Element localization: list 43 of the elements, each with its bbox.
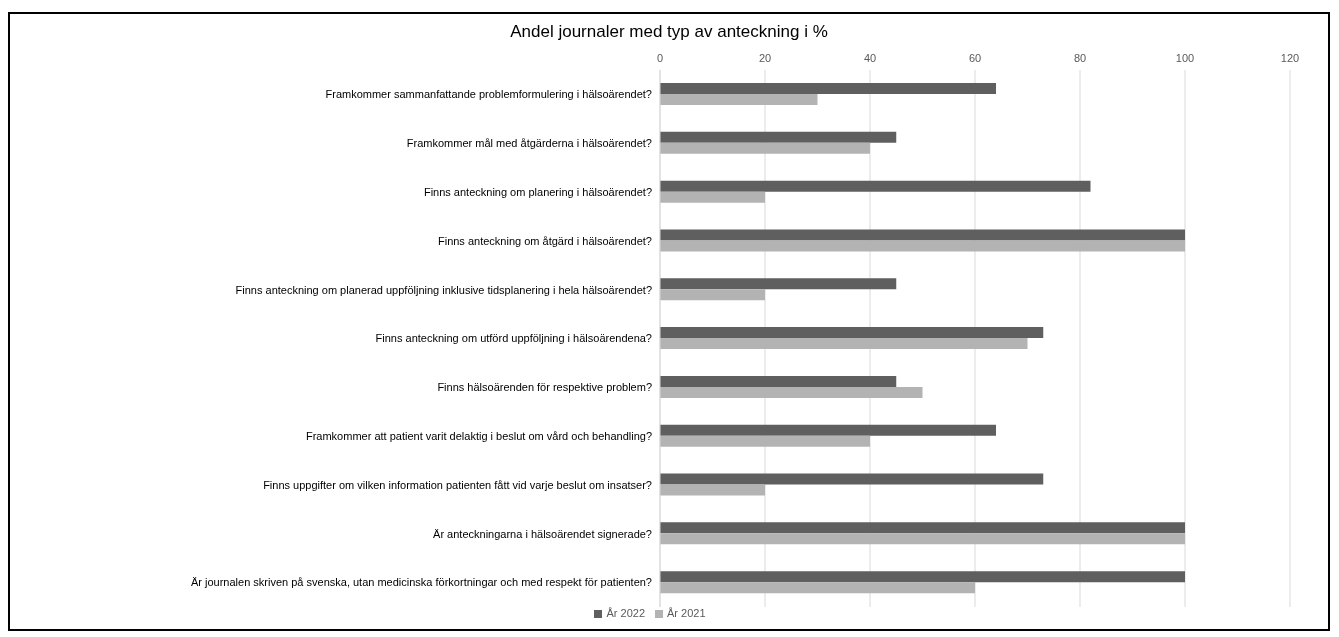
bar <box>660 375 897 387</box>
bar <box>660 131 897 143</box>
bar <box>660 424 996 436</box>
x-tick-label: 40 <box>863 52 877 64</box>
y-tick-label: Finns anteckning om planerad uppföljning inklusive tidsplanering i hela hälsoärendet? <box>235 283 652 296</box>
bar <box>660 229 1185 241</box>
bar <box>660 83 996 94</box>
x-tick-label: 60 <box>968 52 982 64</box>
bar <box>660 435 870 447</box>
bar <box>660 522 1185 534</box>
bar <box>660 94 818 105</box>
bar <box>660 327 1044 339</box>
x-tick-label: 20 <box>758 52 772 64</box>
bar <box>660 289 765 301</box>
bar <box>660 484 765 496</box>
chart-title: Andel journaler med typ av anteckning i % <box>509 22 829 43</box>
y-tick-label: Finns uppgifter om vilken information patienten fått vid varje beslut om insatser? <box>263 478 652 491</box>
y-tick-label: Finns hälsoärenden för respektive problem? <box>437 381 652 394</box>
y-tick-label: Är anteckningarna i hälsoärendet signerade? <box>433 527 652 540</box>
y-tick-label: Finns anteckning om planering i hälsoärendet? <box>423 185 652 198</box>
x-tick-label: 80 <box>1073 52 1087 64</box>
x-tick-label: 0 <box>656 52 664 64</box>
bar <box>660 240 1185 252</box>
y-tick-label: Finns anteckning om åtgärd i hälsoärendet? <box>437 234 652 247</box>
bar <box>660 473 1044 485</box>
y-tick-label: Är journalen skriven på svenska, utan medicinska förkortningar och med respekt för patienten? <box>190 576 652 589</box>
y-tick-label: Finns anteckning om utförd uppföljning i hälsoärendena? <box>375 332 652 345</box>
bar <box>660 278 897 290</box>
legend-label: År 2021 <box>667 607 706 619</box>
bar <box>660 533 1185 545</box>
bar <box>660 142 870 154</box>
bar <box>660 191 765 203</box>
bar <box>660 571 1185 583</box>
bar <box>660 338 1028 350</box>
y-tick-label: Framkommer sammanfattande problemformulering i hälsoärendet? <box>325 88 652 101</box>
legend-label: År 2022 <box>606 607 645 619</box>
y-tick-label: Framkommer att patient varit delaktig i beslut om vård och behandling? <box>305 430 652 443</box>
bar <box>660 582 975 594</box>
x-tick-label: 120 <box>1280 52 1300 64</box>
bar <box>660 386 923 398</box>
bar <box>660 180 1091 192</box>
y-tick-label: Framkommer mål med åtgärderna i hälsoärendet? <box>406 137 652 150</box>
x-tick-label: 100 <box>1175 52 1195 64</box>
